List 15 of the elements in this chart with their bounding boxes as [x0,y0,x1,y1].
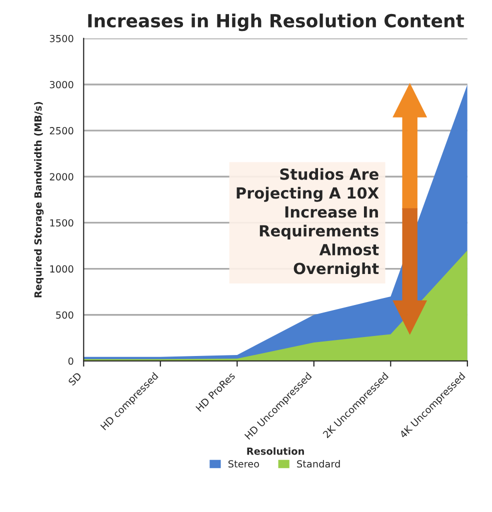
y-tick-label: 1500 [50,219,74,227]
y-tick-label: 1000 [50,265,74,273]
y-tick-label: 2500 [50,127,74,134]
annotation: Studios Are Projecting A 10X Increase In Requirements Almost Overnight [236,168,379,278]
chart-title: Increases in High Resolution Content [88,14,464,32]
y-tick-label: 3500 [50,34,74,42]
y-tick-label: 0 [68,357,74,365]
y-axis-title: Required Storage Bandwidth (MB/s) [34,102,44,298]
legend-label: Stereo [228,460,259,468]
y-tick-label: 500 [56,311,74,319]
y-tick-label: 3000 [50,80,74,88]
y-tick-label: 2000 [50,173,74,180]
x-tick-label: SD [68,372,82,386]
x-axis-title: Resolution [247,447,304,455]
legend-label: Standard [297,460,340,468]
